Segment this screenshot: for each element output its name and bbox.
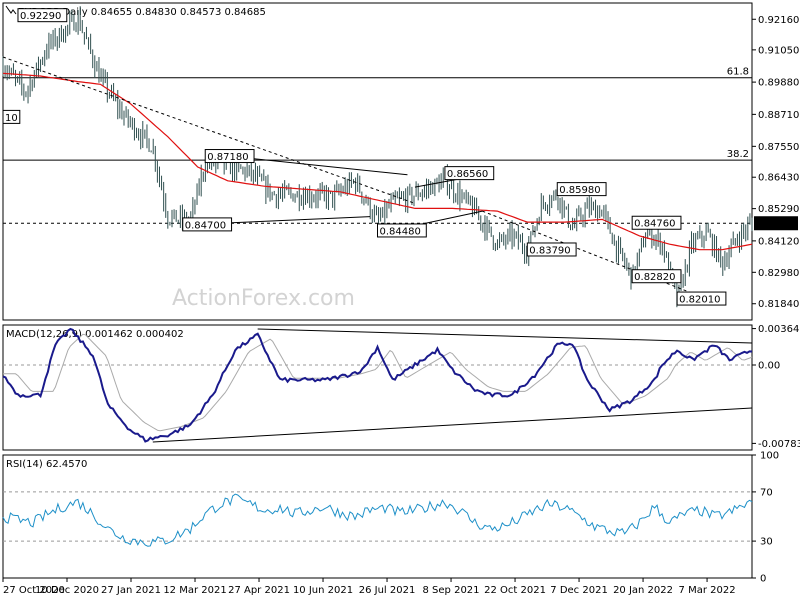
macd-tick-label: 0.00 — [758, 361, 780, 372]
rsi-tick-label: 30 — [760, 537, 773, 548]
trendline — [227, 155, 408, 176]
price-label-box — [182, 217, 233, 232]
price-tick-label: 0.89880 — [758, 78, 799, 89]
macd-panel: MACD(12,26,9) 0.001462 0.000402 0.003641 0… — [2, 324, 800, 451]
price-label: 0.87180 — [207, 152, 248, 163]
price-label: 0.84760 — [634, 219, 675, 230]
trendline — [2, 56, 416, 204]
price-label: 0.83790 — [529, 245, 570, 256]
price-tick-label: 0.84120 — [758, 236, 799, 247]
date-tick-label: 26 Jul 2021 — [359, 585, 416, 596]
price-label-box — [556, 182, 607, 197]
price-label: 0.84700 — [185, 220, 226, 231]
date-tick-label: 27 Jan 2021 — [101, 585, 161, 596]
date-tick-label: 12 Mar 2021 — [163, 585, 226, 596]
price-label-box — [2, 109, 21, 124]
price-panel: EURGBP Daily 0.84655 0.84830 0.84573 0.8… — [2, 2, 799, 321]
price-label: 0.86560 — [447, 169, 488, 180]
price-label-box — [631, 215, 682, 230]
price-tick-label: 0.85290 — [758, 204, 799, 215]
rsi-panel-frame — [2, 454, 753, 579]
price-tick-label: 0.91050 — [758, 45, 799, 56]
rsi-tick-label: 100 — [760, 451, 779, 462]
macd-panel-title: MACD(12,26,9) 0.001462 0.000402 — [6, 329, 184, 340]
rsi-panel-title: RSI(14) 62.4570 — [6, 459, 87, 470]
rsi-line — [2, 493, 753, 547]
price-label: 0.84480 — [380, 226, 421, 237]
date-tick-label: 27 Oct 2020 — [3, 585, 65, 596]
price-label-box — [204, 149, 255, 164]
current-price-box — [754, 216, 798, 231]
rsi-tick-label: 0 — [760, 574, 766, 585]
price-label: 0.82820 — [634, 272, 675, 283]
price-tick-label: 0.86430 — [758, 173, 799, 184]
price-tick-label: 0.88710 — [758, 110, 799, 121]
macd-trendline — [257, 328, 753, 344]
macd-tick-label: -0.007839 — [758, 439, 800, 450]
date-tick-label: 10 Jun 2021 — [293, 585, 353, 596]
panel-marker-icon — [5, 5, 17, 15]
date-tick-label: 10 Dec 2020 — [35, 585, 99, 596]
date-tick-label: 27 Apr 2021 — [228, 585, 290, 596]
price-tick-label: 0.81840 — [758, 299, 799, 310]
price-label: 0.92290 — [20, 11, 61, 22]
trendline — [482, 210, 708, 300]
price-panel-title: EURGBP Daily 0.84655 0.84830 0.84573 0.8… — [18, 7, 266, 18]
macd-panel-frame — [2, 324, 753, 451]
rsi-panel: RSI(14) 62.4570 100 70 30 0 — [2, 451, 779, 585]
fib-level-label: 38.2 — [727, 149, 749, 160]
price-label-box — [17, 8, 68, 23]
date-tick-label: 8 Sep 2021 — [423, 585, 480, 596]
fib-level-label: 61.8 — [727, 67, 749, 78]
price-panel-frame — [2, 2, 753, 321]
date-tick-label: 20 Jan 2022 — [613, 585, 673, 596]
macd-tick-label: 0.003641 — [758, 324, 800, 335]
macd-signal-line — [3, 333, 753, 432]
price-label-box — [676, 291, 727, 306]
price-tick-label: 0.87550 — [758, 142, 799, 153]
macd-line — [2, 327, 753, 443]
price-label-box — [631, 269, 682, 284]
price-tick-label: 0.92160 — [758, 15, 799, 26]
price-label: 10 — [5, 113, 18, 124]
price-tick-label: 0.82980 — [758, 268, 799, 279]
price-label: 0.85980 — [559, 185, 600, 196]
date-tick-label: 7 Mar 2022 — [679, 585, 736, 596]
current-price-label: 0.84760 — [756, 219, 797, 230]
macd-trendline — [152, 407, 753, 443]
price-label-box — [444, 166, 495, 181]
price-label: 0.82010 — [679, 295, 720, 306]
moving-average-line — [2, 72, 753, 251]
price-label-box — [526, 242, 577, 257]
date-tick-label: 7 Dec 2021 — [550, 585, 608, 596]
rsi-tick-label: 70 — [760, 487, 773, 498]
date-tick-label: 22 Oct 2021 — [484, 585, 546, 596]
watermark: ActionForex.com — [172, 286, 355, 311]
price-label-box — [377, 223, 427, 238]
